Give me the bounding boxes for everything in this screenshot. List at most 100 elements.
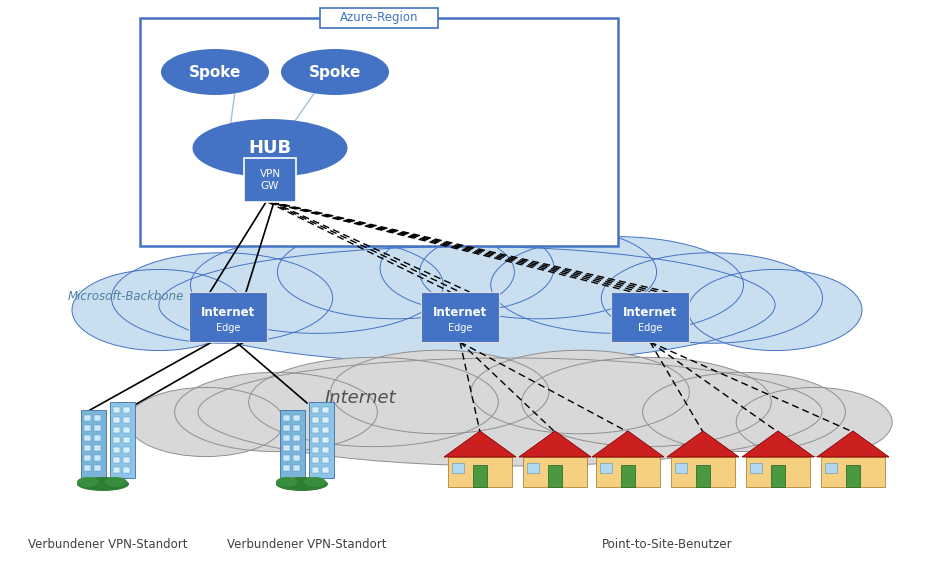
Text: Edge: Edge bbox=[216, 323, 240, 333]
Ellipse shape bbox=[72, 270, 246, 350]
Bar bbox=[596, 457, 660, 487]
Bar bbox=[312, 417, 319, 423]
Bar bbox=[322, 437, 329, 443]
FancyBboxPatch shape bbox=[244, 158, 296, 202]
Bar bbox=[322, 427, 329, 433]
Ellipse shape bbox=[490, 236, 743, 333]
Bar bbox=[322, 447, 329, 453]
Bar bbox=[293, 425, 300, 431]
Polygon shape bbox=[592, 431, 664, 457]
Bar bbox=[746, 457, 810, 487]
Bar bbox=[322, 417, 329, 423]
Text: Verbundener VPN-Standort: Verbundener VPN-Standort bbox=[227, 538, 387, 551]
Ellipse shape bbox=[331, 350, 549, 434]
FancyBboxPatch shape bbox=[189, 292, 267, 342]
Polygon shape bbox=[667, 431, 739, 457]
Bar bbox=[825, 463, 837, 473]
Text: Edge: Edge bbox=[638, 323, 662, 333]
FancyBboxPatch shape bbox=[140, 18, 618, 246]
Bar bbox=[283, 415, 290, 421]
Bar bbox=[84, 465, 91, 471]
Bar bbox=[113, 447, 120, 453]
Bar bbox=[771, 465, 785, 487]
Bar bbox=[621, 465, 635, 487]
Bar bbox=[696, 465, 710, 487]
Ellipse shape bbox=[276, 477, 328, 491]
Bar bbox=[123, 417, 130, 423]
Ellipse shape bbox=[522, 357, 771, 447]
Bar bbox=[675, 463, 687, 473]
Ellipse shape bbox=[276, 477, 298, 487]
Bar bbox=[94, 415, 101, 421]
Bar bbox=[283, 465, 290, 471]
Text: Spoke: Spoke bbox=[189, 64, 241, 80]
FancyBboxPatch shape bbox=[421, 292, 499, 342]
Bar bbox=[312, 407, 319, 413]
Text: Internet: Internet bbox=[623, 307, 677, 320]
Ellipse shape bbox=[304, 477, 326, 487]
Bar bbox=[94, 435, 101, 441]
Ellipse shape bbox=[192, 119, 347, 177]
Bar bbox=[113, 457, 120, 463]
Ellipse shape bbox=[281, 49, 389, 95]
Bar bbox=[312, 437, 319, 443]
Bar bbox=[293, 455, 300, 461]
Bar bbox=[84, 445, 91, 451]
Bar bbox=[123, 407, 130, 413]
Bar bbox=[821, 457, 885, 487]
Bar bbox=[81, 410, 106, 478]
Bar bbox=[84, 435, 91, 441]
Polygon shape bbox=[519, 431, 591, 457]
Ellipse shape bbox=[77, 477, 99, 487]
Bar bbox=[123, 437, 130, 443]
Bar bbox=[84, 415, 91, 421]
Ellipse shape bbox=[77, 477, 129, 491]
Bar bbox=[123, 447, 130, 453]
Bar bbox=[322, 457, 329, 463]
Bar bbox=[312, 447, 319, 453]
Bar bbox=[110, 402, 135, 478]
Text: Verbundener VPN-Standort: Verbundener VPN-Standort bbox=[28, 538, 188, 551]
Ellipse shape bbox=[471, 350, 689, 434]
Bar bbox=[113, 427, 120, 433]
Ellipse shape bbox=[161, 49, 269, 95]
Bar bbox=[671, 457, 735, 487]
FancyBboxPatch shape bbox=[320, 8, 438, 28]
Bar bbox=[322, 467, 329, 473]
Ellipse shape bbox=[419, 225, 657, 319]
Bar bbox=[123, 467, 130, 473]
Bar bbox=[312, 467, 319, 473]
Bar bbox=[293, 435, 300, 441]
Bar bbox=[600, 463, 612, 473]
Polygon shape bbox=[817, 431, 889, 457]
Bar bbox=[123, 427, 130, 433]
Ellipse shape bbox=[175, 372, 377, 451]
Ellipse shape bbox=[111, 253, 333, 343]
Ellipse shape bbox=[380, 225, 554, 311]
Ellipse shape bbox=[736, 388, 892, 457]
Ellipse shape bbox=[128, 388, 284, 457]
Bar bbox=[113, 467, 120, 473]
Ellipse shape bbox=[159, 246, 775, 364]
Bar bbox=[846, 465, 860, 487]
Bar bbox=[280, 410, 305, 478]
Polygon shape bbox=[742, 431, 814, 457]
Bar bbox=[113, 417, 120, 423]
Bar bbox=[283, 425, 290, 431]
Ellipse shape bbox=[248, 357, 499, 447]
Bar bbox=[94, 455, 101, 461]
Bar bbox=[527, 463, 539, 473]
Ellipse shape bbox=[277, 225, 515, 319]
Bar bbox=[283, 445, 290, 451]
Bar bbox=[94, 445, 101, 451]
Bar bbox=[113, 437, 120, 443]
Text: Microsoft-Backbone: Microsoft-Backbone bbox=[68, 290, 184, 303]
Text: Point-to-Site-Benutzer: Point-to-Site-Benutzer bbox=[601, 538, 732, 551]
Bar bbox=[452, 463, 464, 473]
Text: Azure-Region: Azure-Region bbox=[340, 12, 418, 24]
Text: HUB: HUB bbox=[248, 139, 291, 157]
Text: VPN
GW: VPN GW bbox=[260, 169, 280, 191]
Bar bbox=[312, 457, 319, 463]
Bar bbox=[94, 465, 101, 471]
Bar bbox=[448, 457, 512, 487]
